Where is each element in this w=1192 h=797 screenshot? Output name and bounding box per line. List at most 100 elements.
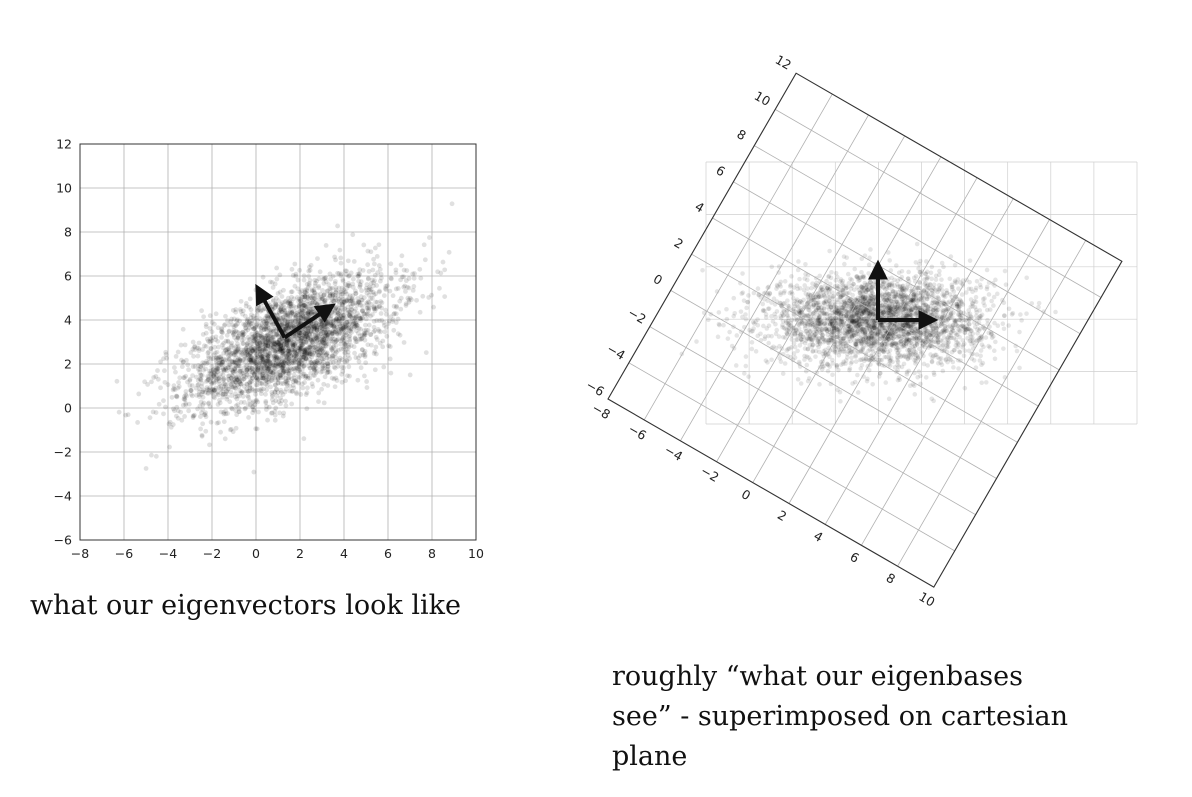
scatter-point bbox=[145, 382, 151, 387]
scatter-point bbox=[292, 359, 298, 365]
scatter-point bbox=[116, 409, 122, 415]
scatter-point bbox=[347, 333, 353, 339]
scatter-point bbox=[366, 287, 372, 293]
scatter-point bbox=[311, 366, 316, 371]
scatter-point bbox=[342, 359, 348, 365]
scatter-point bbox=[320, 343, 326, 348]
scatter-point bbox=[295, 336, 301, 342]
scatter-point bbox=[239, 390, 245, 396]
scatter-point bbox=[200, 394, 206, 400]
scatter-point bbox=[253, 360, 258, 365]
scatter-point bbox=[245, 402, 251, 408]
scatter-point bbox=[302, 302, 307, 308]
scatter-point bbox=[234, 318, 240, 324]
scatter-point bbox=[309, 331, 315, 337]
scatter-point bbox=[967, 258, 973, 263]
scatter-point bbox=[352, 308, 357, 314]
scatter-point bbox=[303, 373, 309, 379]
scatter-point bbox=[361, 242, 367, 248]
scatter-point bbox=[218, 409, 224, 415]
scatter-point bbox=[309, 321, 315, 327]
scatter-point bbox=[363, 285, 369, 291]
scatter-point bbox=[264, 383, 270, 388]
scatter-point bbox=[153, 374, 159, 379]
scatter-point bbox=[208, 336, 214, 342]
scatter-point bbox=[353, 328, 359, 334]
scatter-point bbox=[231, 332, 237, 338]
scatter-point bbox=[314, 327, 320, 333]
scatter-point bbox=[265, 368, 270, 374]
scatter-point bbox=[172, 387, 178, 392]
scatter-point bbox=[407, 295, 413, 301]
scatter-point bbox=[422, 257, 428, 263]
scatter-point bbox=[365, 248, 371, 254]
scatter-point bbox=[1018, 312, 1023, 317]
scatter-point bbox=[281, 357, 287, 363]
scatter-point bbox=[298, 315, 303, 320]
scatter-point bbox=[259, 362, 265, 368]
scatter-point bbox=[300, 385, 306, 391]
scatter-point bbox=[390, 293, 396, 299]
scatter-point bbox=[339, 325, 345, 331]
scatter-point bbox=[256, 322, 262, 328]
scatter-point bbox=[383, 311, 389, 317]
scatter-point bbox=[244, 367, 250, 373]
scatter-point bbox=[1006, 306, 1012, 312]
scatter-point bbox=[257, 343, 262, 349]
scatter-point bbox=[294, 379, 299, 385]
scatter-point bbox=[212, 395, 217, 401]
scatter-point bbox=[978, 348, 984, 353]
scatter-point bbox=[293, 271, 299, 277]
scatter-point bbox=[405, 284, 410, 290]
scatter-point bbox=[411, 275, 417, 281]
scatter-point bbox=[376, 242, 382, 248]
scatter-point bbox=[383, 287, 389, 292]
scatter-point bbox=[324, 360, 330, 366]
scatter-point bbox=[275, 377, 281, 383]
scatter-point bbox=[306, 273, 312, 279]
scatter-point bbox=[782, 361, 788, 366]
scatter-point bbox=[798, 381, 804, 386]
scatter-point bbox=[223, 411, 229, 417]
scatter-point bbox=[195, 353, 201, 359]
scatter-point bbox=[305, 352, 311, 357]
scatter-point bbox=[241, 384, 247, 389]
scatter-point bbox=[325, 333, 330, 339]
scatter-point bbox=[255, 363, 260, 368]
scatter-point bbox=[929, 264, 935, 270]
scatter-point bbox=[281, 360, 287, 366]
scatter-point bbox=[181, 375, 186, 381]
scatter-point bbox=[273, 360, 279, 366]
scatter-point bbox=[204, 378, 210, 383]
scatter-point bbox=[959, 292, 965, 297]
scatter-point bbox=[311, 287, 317, 293]
scatter-point bbox=[264, 352, 270, 358]
scatter-point bbox=[315, 377, 321, 383]
scatter-point bbox=[234, 360, 239, 366]
scatter-point bbox=[228, 342, 234, 348]
scatter-point bbox=[253, 332, 258, 338]
scatter-point bbox=[267, 279, 273, 285]
left-scatter-points bbox=[114, 201, 455, 475]
scatter-point bbox=[255, 367, 261, 373]
scatter-point bbox=[326, 341, 332, 347]
scatter-point bbox=[353, 315, 358, 320]
scatter-point bbox=[268, 354, 274, 360]
scatter-point bbox=[368, 313, 373, 319]
scatter-point bbox=[225, 365, 231, 370]
scatter-point bbox=[320, 276, 326, 282]
scatter-point bbox=[188, 388, 194, 393]
scatter-point bbox=[226, 377, 232, 382]
scatter-point bbox=[224, 332, 230, 338]
scatter-point bbox=[276, 355, 281, 361]
scatter-point bbox=[254, 387, 260, 393]
scatter-point bbox=[870, 382, 875, 387]
scatter-point bbox=[297, 298, 303, 304]
scatter-point bbox=[302, 294, 308, 300]
scatter-point bbox=[291, 360, 296, 366]
scatter-point bbox=[344, 358, 350, 363]
scatter-point bbox=[261, 327, 267, 333]
scatter-point bbox=[308, 351, 313, 357]
